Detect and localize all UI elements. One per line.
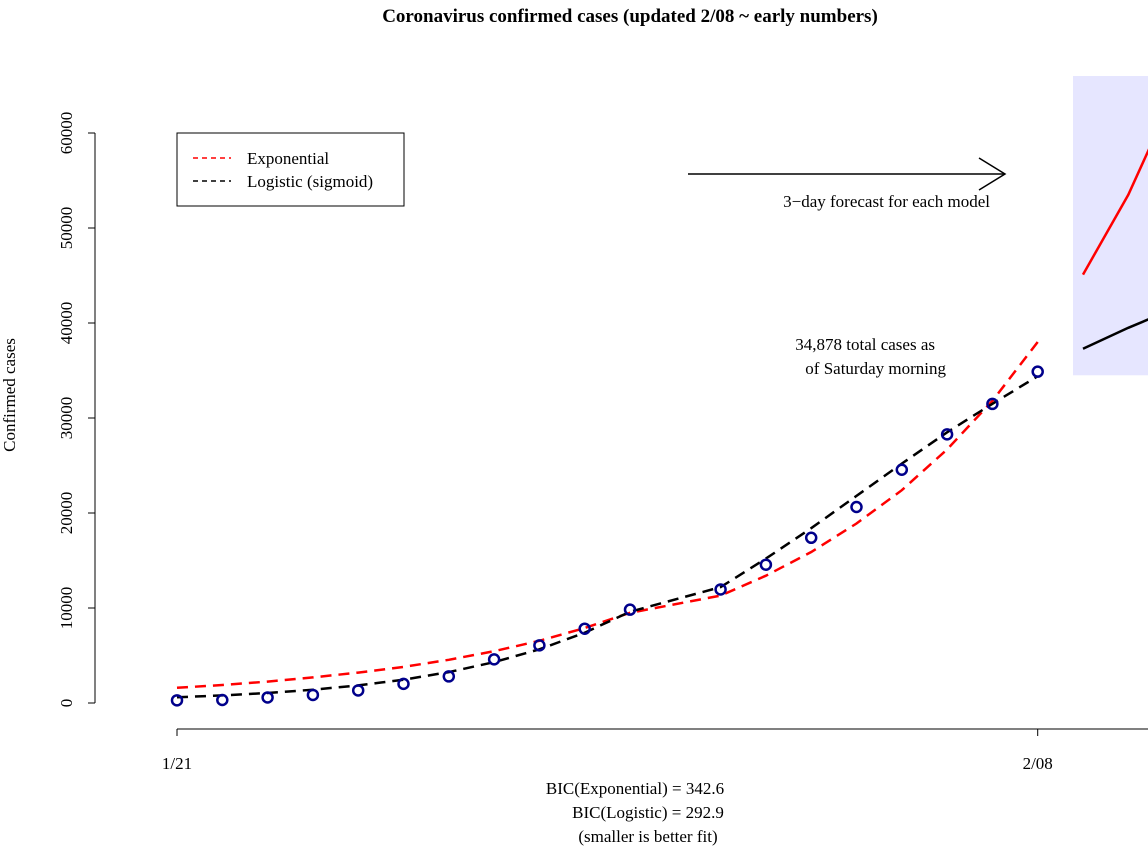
y-tick-label: 50000 [57,207,76,250]
observed-point [261,691,274,704]
series-layer [170,148,1148,707]
observed-point [442,670,456,683]
legend-label-logistic: Logistic (sigmoid) [247,172,373,191]
axes-layer: 01000020000300004000050000600001/212/082… [57,112,1148,773]
bic-note: (smaller is better fit) [578,827,717,846]
series-line-logistic-sigmoid [176,375,1039,699]
series-line-exponential [176,341,1039,690]
bic-exponential: BIC(Exponential) = 342.6 [546,779,724,798]
y-axis-label: Confirmed cases [0,338,19,452]
x-tick-label: 2/08 [1023,754,1053,773]
observed-point [351,684,365,697]
legend: Exponential Logistic (sigmoid) [176,132,405,207]
observed-point [986,397,999,411]
observed-point [170,694,184,707]
bic-logistic: BIC(Logistic) = 292.9 [572,803,724,822]
observed-point [623,603,637,616]
y-tick-label: 40000 [57,302,76,345]
forecast-line-logistic-sigmoid [1082,318,1148,350]
observed-point [940,428,954,441]
forecast-arrow [688,157,1007,191]
y-tick-label: 30000 [57,397,76,440]
observed-point [804,531,818,545]
y-tick-label: 20000 [57,492,76,535]
observed-point [533,639,546,652]
y-tick-label: 0 [57,699,76,708]
legend-label-exponential: Exponential [247,149,329,168]
observed-point [306,688,320,702]
y-tick-label: 60000 [57,112,76,155]
observed-point [714,583,727,596]
legend-box [176,132,405,207]
forecast-arrow-head [978,157,1007,191]
forecast-line-exponential [1081,148,1148,276]
y-tick-label: 10000 [57,587,76,630]
observed-point [895,463,909,476]
observed-point [759,558,773,571]
observed-point [578,622,591,635]
forecast-annotation: 3−day forecast for each model [783,192,990,211]
x-tick-label: 1/21 [162,754,192,773]
observed-point [487,653,501,666]
observed-point [216,693,229,707]
total-cases-annotation-line2: of Saturday morning [805,359,946,378]
chart-title: Coronavirus confirmed cases (updated 2/0… [382,6,878,27]
observed-point [850,500,863,514]
observed-point [397,677,410,691]
total-cases-annotation-line1: 34,878 total cases as [795,335,935,354]
observed-point [1031,365,1044,378]
